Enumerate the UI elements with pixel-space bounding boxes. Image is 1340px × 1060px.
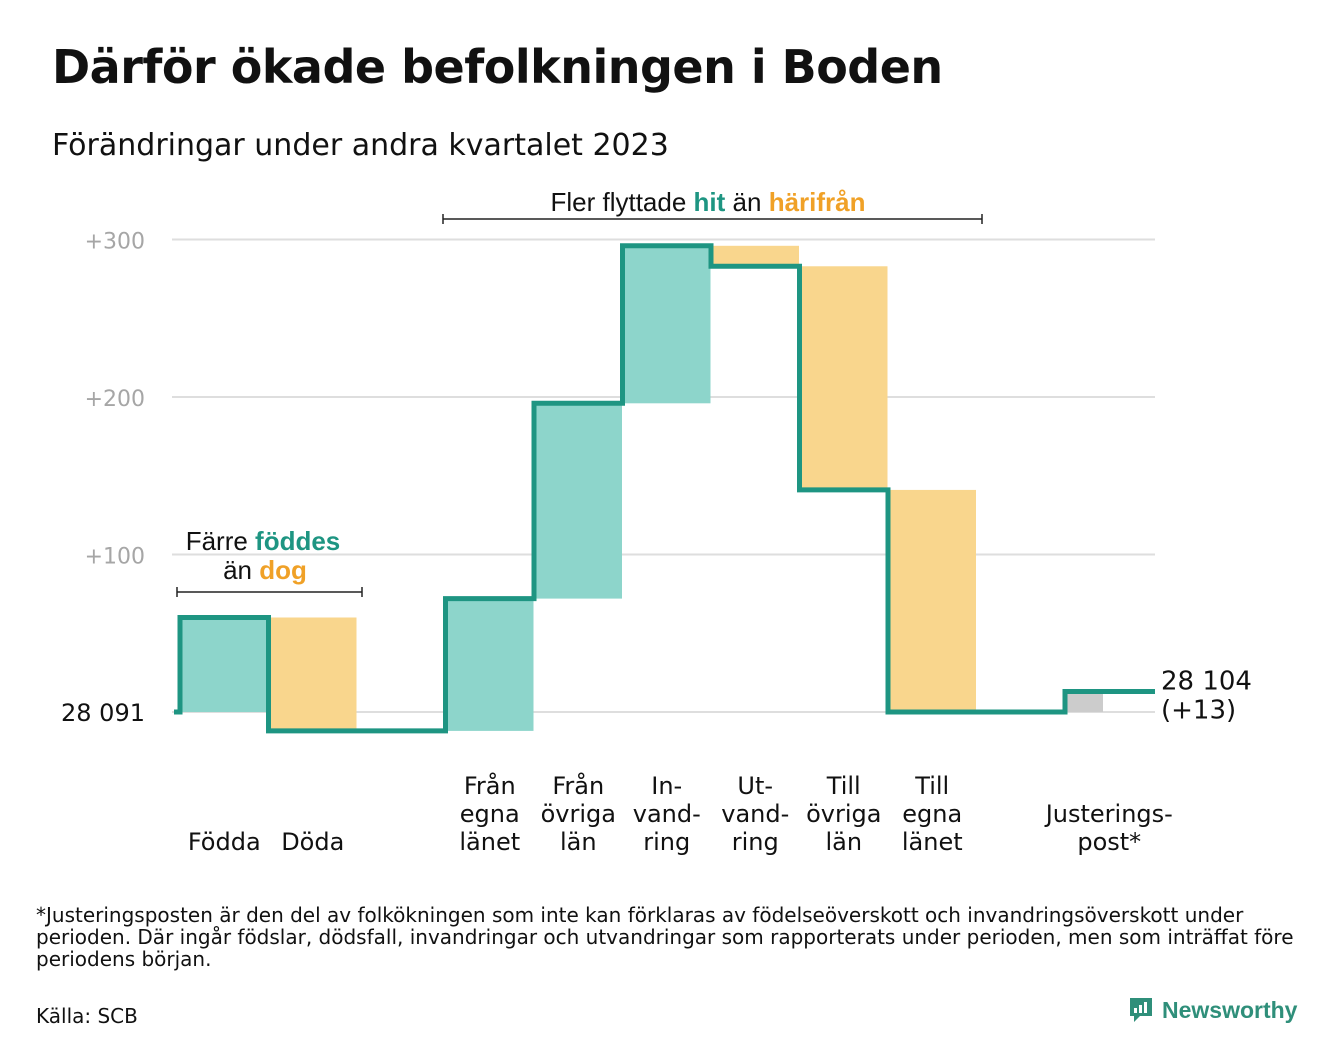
brand-name: Newsworthy [1162, 996, 1298, 1023]
category-label: vand- [721, 800, 789, 828]
source-note: Källa: SCB [36, 1004, 138, 1028]
category-label: Från [552, 771, 604, 800]
bar-in [180, 617, 268, 712]
footnote: *Justeringsposten är den del av folkökni… [36, 903, 1294, 971]
category-label: In- [651, 772, 682, 800]
category-label: övriga [541, 800, 616, 828]
category-label: Till [914, 772, 949, 800]
newsworthy-logo-icon [1130, 998, 1152, 1022]
brand: Newsworthy [1128, 996, 1297, 1024]
bar-out [268, 617, 357, 731]
category-label: egna [902, 800, 962, 828]
end-value-label: 28 104 [1161, 667, 1252, 697]
category-label: egna [460, 800, 520, 828]
chart-subtitle: Förändringar under andra kvartalet 2023 [52, 128, 669, 163]
category-label: vand- [633, 800, 701, 828]
category-label: Justerings- [1044, 800, 1173, 828]
y-tick-label: +100 [85, 545, 145, 570]
category-label: länet [902, 828, 963, 856]
chart-title: Därför ökade befolkningen i Boden [52, 40, 943, 94]
y-tick-label: +200 [85, 387, 145, 412]
category-label: Födda [188, 828, 261, 856]
category-label: länet [459, 828, 520, 856]
annotation-migration: Fler flyttade hit än härifrån [550, 187, 865, 217]
category-label: Döda [281, 828, 344, 856]
category-label: län [560, 828, 597, 856]
bar-in [622, 245, 711, 404]
annotation-births-deaths: Färre föddes [186, 526, 341, 556]
category-label: Från [464, 771, 516, 800]
bar-out [711, 245, 799, 267]
bar-adjust [1065, 691, 1103, 712]
baseline-value-label: 28 091 [61, 699, 145, 727]
y-tick-label: +300 [85, 230, 145, 255]
bar-out [799, 266, 888, 490]
step-line [174, 243, 1155, 734]
bar-in [445, 598, 534, 731]
category-label: ring [732, 828, 779, 856]
category-label: övriga [806, 800, 881, 828]
category-label: Till [826, 772, 861, 800]
category-label: Ut- [737, 772, 773, 800]
end-change-label: (+13) [1161, 696, 1236, 726]
category-label: post* [1077, 828, 1141, 856]
bar-out [888, 489, 976, 712]
category-label: ring [643, 828, 690, 856]
bar-in [534, 403, 622, 599]
annotation-births-deaths-line2: än dog [223, 555, 307, 585]
category-label: län [825, 828, 862, 856]
